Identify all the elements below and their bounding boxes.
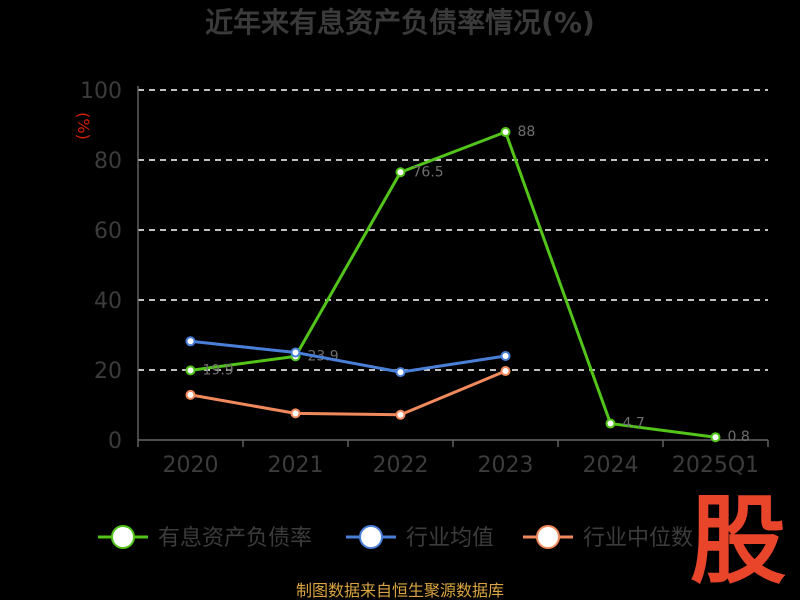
y-tick-label: 40 [94,289,122,314]
axis-layer: 0 20 40 60 80 100 2020 2021 2022 2023 2024 2025Q1 [80,79,769,478]
data-point[interactable] [500,127,511,137]
x-tick-label: 2022 [373,453,429,478]
data-label: 88 [518,124,536,140]
y-tick-label: 100 [80,79,122,104]
legend: 有息资产负债率 行业均值 行业中位数 [98,525,693,551]
x-tick-label: 2020 [163,453,219,478]
data-point[interactable] [290,347,301,358]
y-tick-label: 80 [94,149,122,174]
data-point[interactable] [185,336,196,347]
chart-title: 近年来有息资产负债率情况(%) [205,6,595,39]
x-tick-label: 2025Q1 [672,453,759,478]
watermark-logo: 股 [690,485,786,597]
x-tick-label: 2024 [583,453,639,478]
data-label: 4.7 [623,416,645,432]
legend-label[interactable]: 行业中位数 [583,526,693,551]
legend-marker[interactable] [111,525,135,549]
legend-label[interactable]: 行业均值 [406,526,494,551]
series-line [190,369,507,417]
legend-marker[interactable] [359,525,383,549]
data-point[interactable] [500,351,511,361]
series-line [190,130,716,439]
data-point[interactable] [395,167,406,178]
series-line [190,339,506,374]
grid-layer [138,89,768,371]
data-point[interactable] [395,409,406,420]
legend-label[interactable]: 有息资产负债率 [158,526,312,551]
y-tick-label: 20 [94,359,122,384]
x-tick-label: 2023 [478,453,534,478]
data-label: 76.5 [413,164,444,180]
data-point[interactable] [185,365,196,376]
data-point[interactable] [185,389,196,400]
data-point[interactable] [395,367,406,378]
data-label: 0.8 [728,429,750,445]
data-point[interactable] [710,432,721,443]
data-point[interactable] [500,366,511,377]
data-label: 19.9 [203,362,234,378]
source-note: 制图数据来自恒生聚源数据库 [296,581,504,600]
x-tick-label: 2021 [268,453,324,478]
y-axis-unit: (%) [74,112,93,140]
y-tick-label: 60 [94,219,122,244]
data-point[interactable] [605,418,616,429]
y-tick-label: 0 [108,429,122,454]
legend-marker[interactable] [536,525,560,549]
data-point[interactable] [290,408,301,419]
